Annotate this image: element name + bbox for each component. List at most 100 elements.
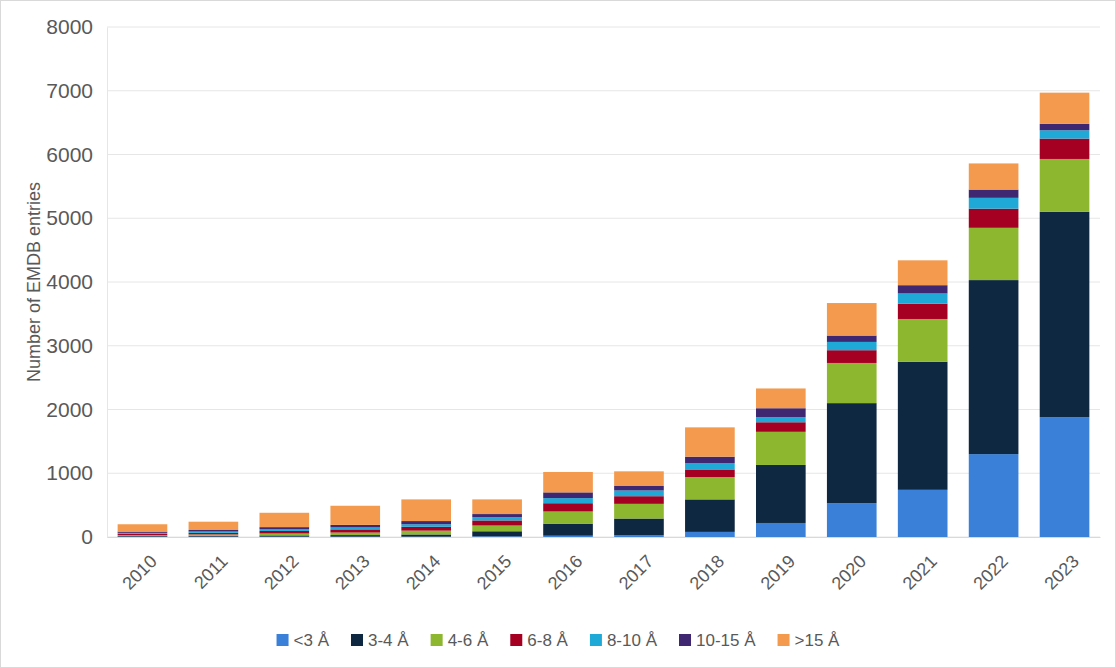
y-tick: 2000 [46, 398, 107, 421]
bar-segment [685, 499, 735, 532]
bar-segment [898, 362, 948, 490]
chart-border [1, 1, 1116, 668]
bar-segment [756, 465, 806, 523]
x-tick: 2019 [757, 537, 799, 594]
bar-segment [1040, 159, 1090, 212]
plot: 0 1000 2000 3000 4000 5000 6000 7000 8000 2010 201… [46, 15, 1100, 593]
bar-segment [543, 472, 593, 492]
y-tick: 1000 [46, 461, 107, 484]
x-tick: 2010 [118, 537, 160, 594]
bar-segment [756, 523, 806, 537]
bar-segment [543, 536, 593, 537]
bar-segment [969, 163, 1019, 189]
bar-segment [756, 408, 806, 417]
bar-segment [543, 492, 593, 498]
grid-line [107, 154, 1100, 155]
x-axis-line [108, 537, 1101, 538]
x-tick-label: 2012 [260, 551, 302, 593]
legend-label: >15 Å [795, 631, 841, 650]
bar-segment [118, 535, 168, 537]
bar-segment [472, 499, 522, 514]
x-tick-label: 2010 [118, 551, 160, 593]
legend-label: 4-6 Å [448, 631, 489, 650]
y-tick-label: 6000 [46, 143, 93, 166]
bar-segment [898, 260, 948, 285]
bar-segment [756, 388, 806, 408]
bar-segment [756, 417, 806, 422]
bar-segment [685, 532, 735, 537]
bar-segment [472, 517, 522, 520]
bar-segment [401, 521, 451, 524]
legend-label: 3-4 Å [368, 631, 409, 650]
bar-segment [898, 293, 948, 303]
bar-segment [259, 527, 309, 529]
x-tick: 2018 [686, 537, 728, 594]
bar-segment [1040, 212, 1090, 417]
chart: 0 1000 2000 3000 4000 5000 6000 7000 8000 2010 201… [0, 0, 1116, 668]
series [118, 212, 1090, 537]
y-tick-label: 5000 [46, 206, 93, 229]
bar-segment [614, 490, 664, 496]
bar-segment [969, 209, 1019, 228]
x-tick: 2016 [544, 537, 586, 594]
y-tick: 6000 [46, 143, 107, 166]
bar-segment [259, 535, 309, 536]
bar-segment [969, 454, 1019, 537]
legend-item: <3 Å [277, 631, 330, 650]
y-tick-label: 8000 [46, 15, 93, 38]
bar-segment [259, 531, 309, 534]
bar-segment [969, 228, 1019, 280]
x-tick-label: 2014 [402, 551, 444, 593]
x-tick: 2011 [190, 537, 232, 593]
legend-swatch [431, 634, 443, 646]
legend-swatch [679, 634, 691, 646]
bar-segment [401, 524, 451, 527]
x-tick: 2015 [473, 537, 515, 594]
grid-line [107, 345, 1100, 346]
bar-segment [756, 432, 806, 465]
y-tick-label: 7000 [46, 79, 93, 102]
grid-line [107, 282, 1100, 283]
y-axis: 0 1000 2000 3000 4000 5000 6000 7000 8000 [46, 15, 107, 548]
grid-line [107, 537, 1100, 538]
x-tick-label: 2022 [970, 551, 1012, 593]
bar-segment [898, 285, 948, 293]
bar-segment [330, 525, 380, 528]
bar-segment [1040, 130, 1090, 138]
bar-segment [330, 535, 380, 537]
bar-segment [685, 427, 735, 456]
bar-segment [401, 499, 451, 521]
bar-segment [898, 490, 948, 537]
x-tick: 2023 [1040, 537, 1082, 594]
y-tick-label: 4000 [46, 270, 93, 293]
y-tick: 3000 [46, 334, 107, 357]
x-tick-label: 2020 [828, 551, 870, 593]
y-tick-label: 1000 [46, 461, 93, 484]
y-tick: 7000 [46, 79, 107, 102]
bar-segment [543, 512, 593, 524]
bar-segment [827, 336, 877, 342]
y-tick-label: 2000 [46, 398, 93, 421]
y-axis-line [107, 28, 108, 538]
bar-segment [614, 486, 664, 490]
bar-segment [118, 534, 168, 535]
legend-swatch [778, 634, 790, 646]
y-tick-label: 3000 [46, 334, 93, 357]
bar-segment [118, 524, 168, 531]
x-tick-label: 2019 [757, 551, 799, 593]
y-tick: 0 [81, 525, 107, 548]
legend-swatch [510, 634, 522, 646]
bar-segment [614, 504, 664, 519]
grid-line [107, 27, 1100, 28]
x-tick-label: 2016 [544, 551, 586, 593]
x-tick: 2017 [615, 537, 657, 594]
x-tick-label: 2017 [615, 551, 657, 593]
bar-segment [614, 535, 664, 537]
grid-line [107, 90, 1100, 91]
legend: <3 Å3-4 Å4-6 Å6-8 Å8-10 Å10-15 Å>15 Å [277, 631, 841, 650]
bar-segment [969, 198, 1019, 209]
y-tick: 8000 [46, 15, 107, 38]
y-tick: 4000 [46, 270, 107, 293]
grid-line [107, 218, 1100, 219]
bar-segment [898, 304, 948, 319]
